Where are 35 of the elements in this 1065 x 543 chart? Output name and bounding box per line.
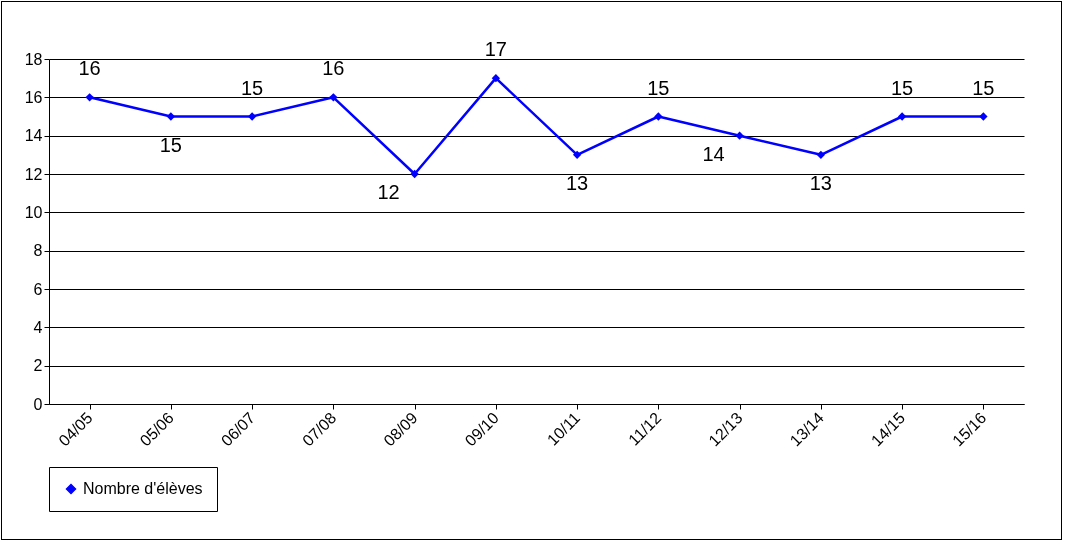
- point: [654, 112, 663, 121]
- y-tick-label: 8: [33, 242, 43, 260]
- point: [329, 93, 338, 102]
- point: [85, 93, 94, 102]
- point: [897, 112, 907, 121]
- point: [166, 112, 176, 121]
- point: [816, 150, 826, 160]
- data-label: 13: [566, 171, 589, 194]
- legend-label: Nombre d'élèves: [83, 480, 203, 497]
- data-label: 16: [78, 57, 101, 80]
- point: [979, 112, 988, 121]
- data-label: 15: [241, 76, 264, 99]
- y-tick-label: 2: [33, 357, 43, 375]
- y-tick-label: 18: [24, 50, 43, 68]
- point: [572, 150, 582, 160]
- point: [735, 131, 744, 140]
- y-tick-label: 0: [33, 395, 43, 413]
- point: [491, 73, 501, 83]
- data-label: 17: [484, 38, 507, 61]
- data-label: 12: [377, 181, 400, 203]
- y-tick-label: 10: [24, 203, 43, 221]
- data-label: 15: [647, 76, 670, 99]
- data-label: 15: [891, 76, 914, 99]
- y-tick-label: 4: [33, 318, 43, 336]
- y-tick-label: 12: [24, 165, 43, 183]
- y-tick-label: 16: [24, 88, 43, 106]
- data-label: 14: [702, 142, 725, 165]
- y-tick-label: 14: [24, 127, 43, 145]
- y-tick-label: 6: [33, 280, 43, 298]
- data-label: 16: [322, 57, 345, 80]
- data-label: 15: [972, 76, 995, 99]
- data-label: 15: [159, 133, 182, 156]
- point: [247, 112, 257, 121]
- point: [410, 169, 419, 179]
- data-label: 13: [809, 171, 832, 194]
